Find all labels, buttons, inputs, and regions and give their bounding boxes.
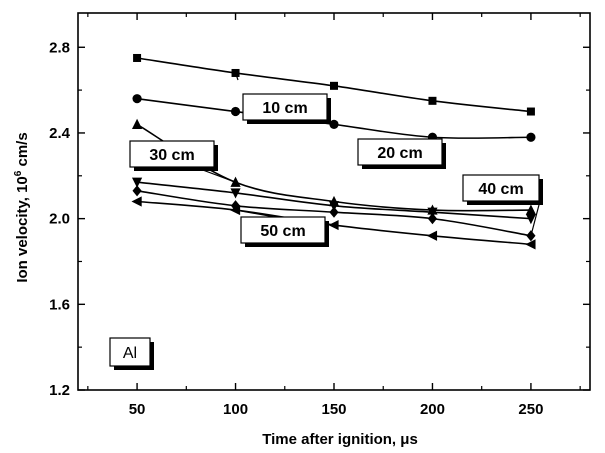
data-point-triangle-left <box>131 196 142 207</box>
data-point-triangle-left <box>328 219 339 231</box>
callout-box <box>242 93 328 121</box>
y-tick-label: 1.2 <box>49 382 70 399</box>
callout-30-cm: 30 cm <box>129 140 236 183</box>
y-axis-label-exponent: 6 <box>13 170 24 176</box>
data-point-square <box>330 81 338 90</box>
callout-label: 40 cm <box>478 181 523 198</box>
callout-leader <box>530 200 541 236</box>
series-40-cm <box>132 185 536 242</box>
x-tick-label: 200 <box>420 401 445 418</box>
data-point-square <box>428 96 437 105</box>
data-point-circle <box>230 106 241 117</box>
callout-box <box>357 138 443 166</box>
callout-leader <box>235 209 276 218</box>
callout-10-cm: 10 cm <box>234 72 331 124</box>
callout-leader <box>234 72 239 81</box>
series-50-cm <box>131 177 537 225</box>
y-tick-label: 2.8 <box>49 39 70 56</box>
data-point-triangle-down <box>230 188 241 199</box>
inset-label: Al <box>123 345 137 362</box>
callout-box <box>240 216 326 244</box>
data-point-triangle-left <box>525 239 536 250</box>
data-point-circle <box>132 94 142 104</box>
y-axis-label: Ion velocity, 106 cm/s <box>13 132 31 282</box>
data-point-square <box>133 53 142 62</box>
element-label-box: Al <box>109 337 154 370</box>
series-unlabeled <box>131 196 536 250</box>
data-point-triangle-up <box>131 118 143 129</box>
y-axis-label-unit: cm/s <box>14 132 31 170</box>
data-point-triangle-down <box>328 201 340 212</box>
series-20-cm <box>132 94 536 142</box>
x-tick-label: 50 <box>129 401 146 418</box>
callout-box <box>462 174 540 202</box>
y-tick-label: 2.0 <box>49 211 70 228</box>
data-point-diamond <box>329 206 339 218</box>
data-point-triangle-down <box>525 214 537 225</box>
callout-label: 20 cm <box>377 145 422 162</box>
callout-label: 10 cm <box>262 100 307 117</box>
data-point-circle <box>329 119 339 129</box>
axis-ticks: 50 100 150 200 250 1.2 1.6 2.0 2.4 2.8 <box>49 13 590 418</box>
y-axis-label-main: Ion velocity, 10 <box>14 176 31 282</box>
data-point-square <box>526 107 535 116</box>
inset-box <box>109 337 151 367</box>
x-tick-label: 250 <box>518 401 543 418</box>
data-point-triangle-up <box>525 204 537 215</box>
axis-labels: Time after ignition, μs Ion velocity, 10… <box>13 132 418 448</box>
callouts: 10 cm 20 cm 30 cm 40 cm 50 cm <box>129 72 543 247</box>
callout-40-cm: 40 cm <box>462 174 543 236</box>
y-tick-label: 2.4 <box>49 125 71 142</box>
callout-box <box>129 140 215 168</box>
data-point-diamond <box>132 185 142 197</box>
data-point-diamond <box>526 230 536 242</box>
callout-50-cm: 50 cm <box>235 209 329 247</box>
data-point-triangle-down <box>131 177 143 188</box>
data-point-triangle-down <box>427 207 438 218</box>
data-point-circle <box>526 132 536 142</box>
x-axis-label: Time after ignition, μs <box>262 431 418 448</box>
callout-20-cm: 20 cm <box>357 136 446 169</box>
y-tick-label: 1.6 <box>49 296 70 313</box>
callout-label: 50 cm <box>260 223 305 240</box>
data-point-diamond <box>427 213 438 225</box>
x-tick-label: 150 <box>321 401 346 418</box>
data-point-triangle-left <box>229 204 241 216</box>
data-point-triangle-left <box>426 230 438 241</box>
callout-label: 30 cm <box>149 147 194 164</box>
x-tick-label: 100 <box>223 401 248 418</box>
